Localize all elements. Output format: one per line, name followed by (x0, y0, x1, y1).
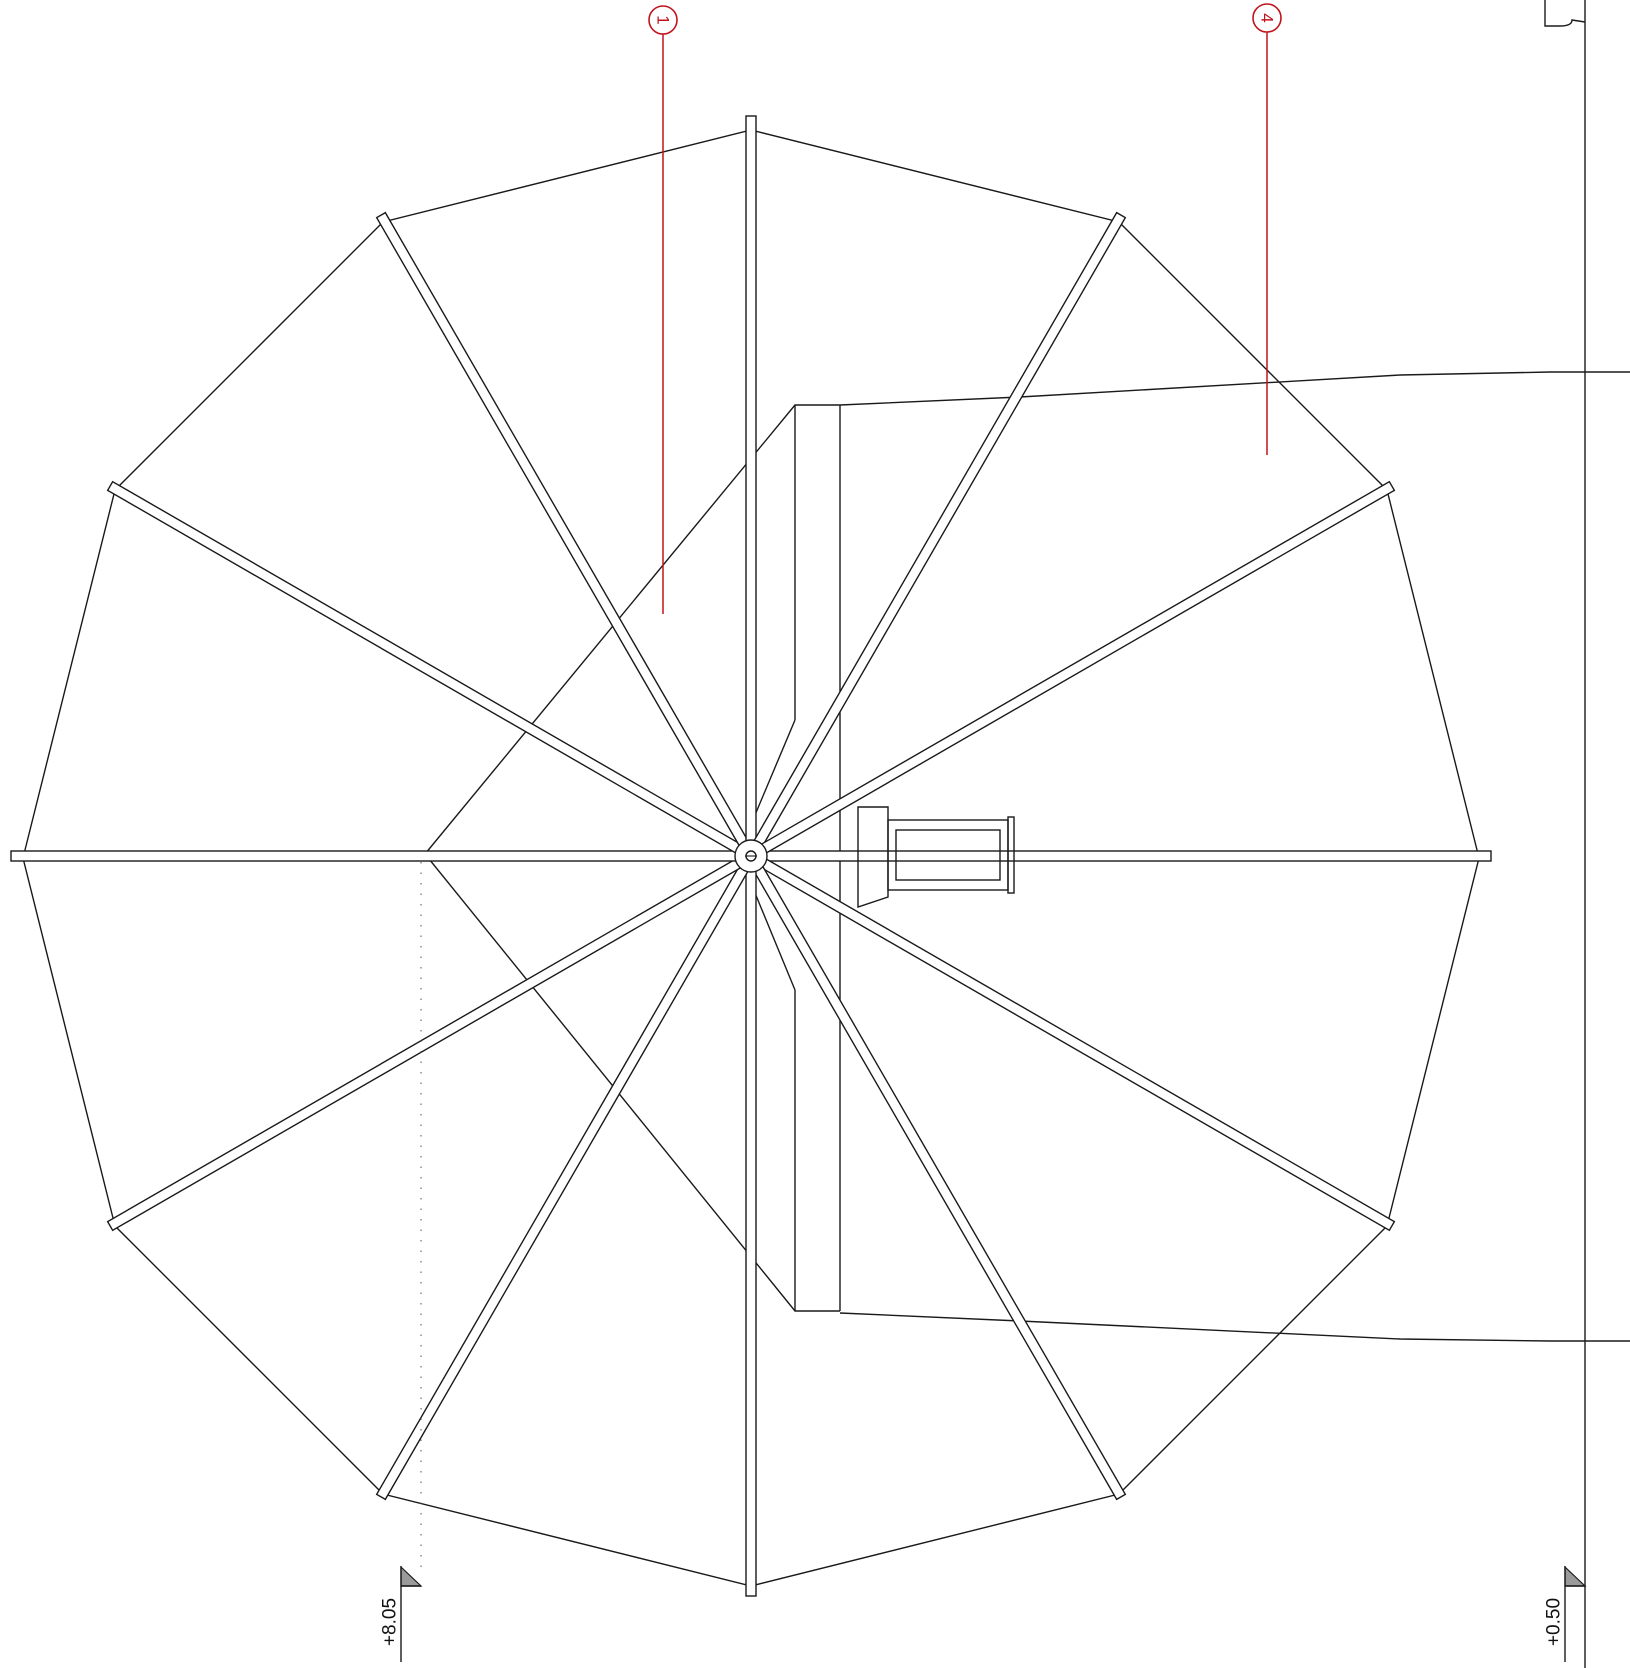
callout-4-label: 4 (1258, 13, 1277, 22)
rib-1 (750, 850, 1492, 862)
equipment-unit (857, 806, 1015, 908)
corner-detail (1544, 0, 1586, 27)
canopy-ribs (10, 115, 1492, 1597)
tapered-edge-upper (754, 719, 796, 816)
rib-3 (745, 852, 1127, 1501)
rib-12 (747, 480, 1396, 862)
rib-6 (106, 850, 755, 1232)
level-marker-right: +0.50 (1544, 1565, 1587, 1662)
rib-2 (747, 850, 1396, 1232)
rib-10 (745, 115, 757, 857)
rib-9 (375, 211, 757, 860)
equipment-base (857, 806, 889, 908)
site-lines (839, 0, 1630, 1668)
upper-edge-line (839, 371, 1630, 406)
level-left-label: +8.05 (380, 1598, 401, 1646)
callout-1-circle (648, 5, 678, 35)
level-right-triangle (1564, 1565, 1587, 1587)
lower-edge-line (839, 1312, 1630, 1342)
callout-4-circle (1252, 3, 1282, 33)
equipment-rail (1007, 816, 1015, 894)
level-marker-left: +8.05 (380, 1565, 423, 1662)
rib-8 (106, 480, 755, 862)
callout-4: 4 (1252, 3, 1282, 455)
equipment-panel (895, 829, 1001, 881)
callout-1: 1 (648, 5, 678, 614)
callout-1-label: 1 (654, 15, 673, 24)
level-left-triangle (400, 1565, 423, 1587)
rib-11 (745, 211, 1127, 860)
level-right-label: +0.50 (1544, 1598, 1565, 1646)
tapered-edge-lower (754, 892, 796, 991)
rib-5 (375, 852, 757, 1501)
central-hub (734, 839, 768, 873)
rib-7 (10, 850, 752, 862)
rib-4 (745, 855, 757, 1597)
